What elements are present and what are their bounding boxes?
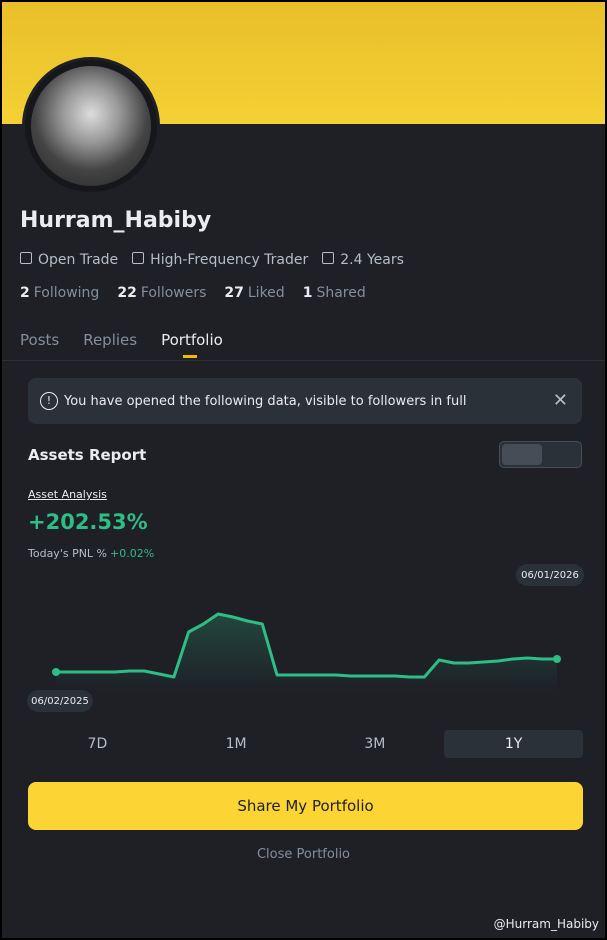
stats: 2 Following 22 Followers 27 Liked 1 Shared — [20, 285, 366, 301]
tab[interactable]: Replies — [83, 331, 138, 349]
today-pnl: Today's PNL % +0.02% — [28, 547, 154, 560]
today-pnl-value: +0.02% — [110, 547, 155, 560]
range-selector: 7D 1M 3M 1Y — [28, 730, 583, 758]
tags: Open Trade High-Frequency Trader 2.4 Yea… — [20, 252, 404, 268]
endpoint — [52, 668, 60, 676]
endpoint — [553, 655, 561, 663]
tag: High-Frequency Trader — [132, 252, 308, 268]
avatar[interactable] — [22, 57, 160, 195]
tag: Open Trade — [20, 252, 118, 268]
stat-label: Followers — [140, 285, 207, 301]
start-date: 06/02/2025 — [31, 696, 89, 707]
stat[interactable]: 22 Followers — [117, 285, 206, 301]
separator — [2, 360, 605, 361]
tag: 2.4 Years — [322, 252, 404, 268]
stat[interactable]: 1 Shared — [303, 285, 366, 301]
stat-value: 27 — [224, 285, 244, 301]
range[interactable]: 1M — [225, 736, 247, 752]
tabs: Posts Replies Portfolio — [20, 331, 223, 358]
close-notice[interactable]: ✕ — [552, 390, 568, 411]
stat-label: Shared — [316, 285, 366, 301]
notice: You have opened the following data, visi… — [28, 378, 582, 424]
notice-text: You have opened the following data, visi… — [64, 393, 467, 409]
tab[interactable]: Posts — [20, 331, 60, 349]
tooltip — [516, 564, 584, 586]
stat[interactable]: 2 Following — [20, 285, 99, 301]
tab[interactable]: Portfolio — [161, 331, 223, 358]
area — [56, 614, 557, 692]
asset-analysis-link[interactable]: Asset Analysis — [28, 488, 107, 501]
close-button[interactable]: Close Portfolio — [256, 847, 351, 862]
range[interactable]: 7D — [87, 736, 108, 752]
stat-label: Following — [33, 285, 100, 301]
today-pnl-label: Today's PNL % — [28, 547, 108, 560]
chart: 06/01/2026 06/02/2025 — [27, 564, 584, 712]
share-button[interactable]: Share My Portfolio — [28, 782, 583, 830]
stat-label: Liked — [247, 285, 285, 301]
end-date: 06/01/2026 — [521, 570, 579, 581]
stat-value: 22 — [117, 285, 137, 301]
view-toggle[interactable] — [499, 441, 582, 468]
stat-value: 2 — [20, 285, 30, 301]
username: Hurram_Habiby — [20, 208, 212, 233]
range[interactable]: 3M — [364, 736, 386, 752]
range[interactable]: 1Y — [444, 730, 583, 758]
stat[interactable]: 27 Liked — [224, 285, 284, 301]
watermark: @Hurram_Habiby — [493, 917, 599, 931]
tooltip — [27, 690, 93, 712]
pnl-total: +202.53% — [28, 510, 148, 534]
stat-value: 1 — [302, 285, 313, 301]
line — [56, 612, 557, 679]
section-title: Assets Report — [28, 446, 147, 464]
